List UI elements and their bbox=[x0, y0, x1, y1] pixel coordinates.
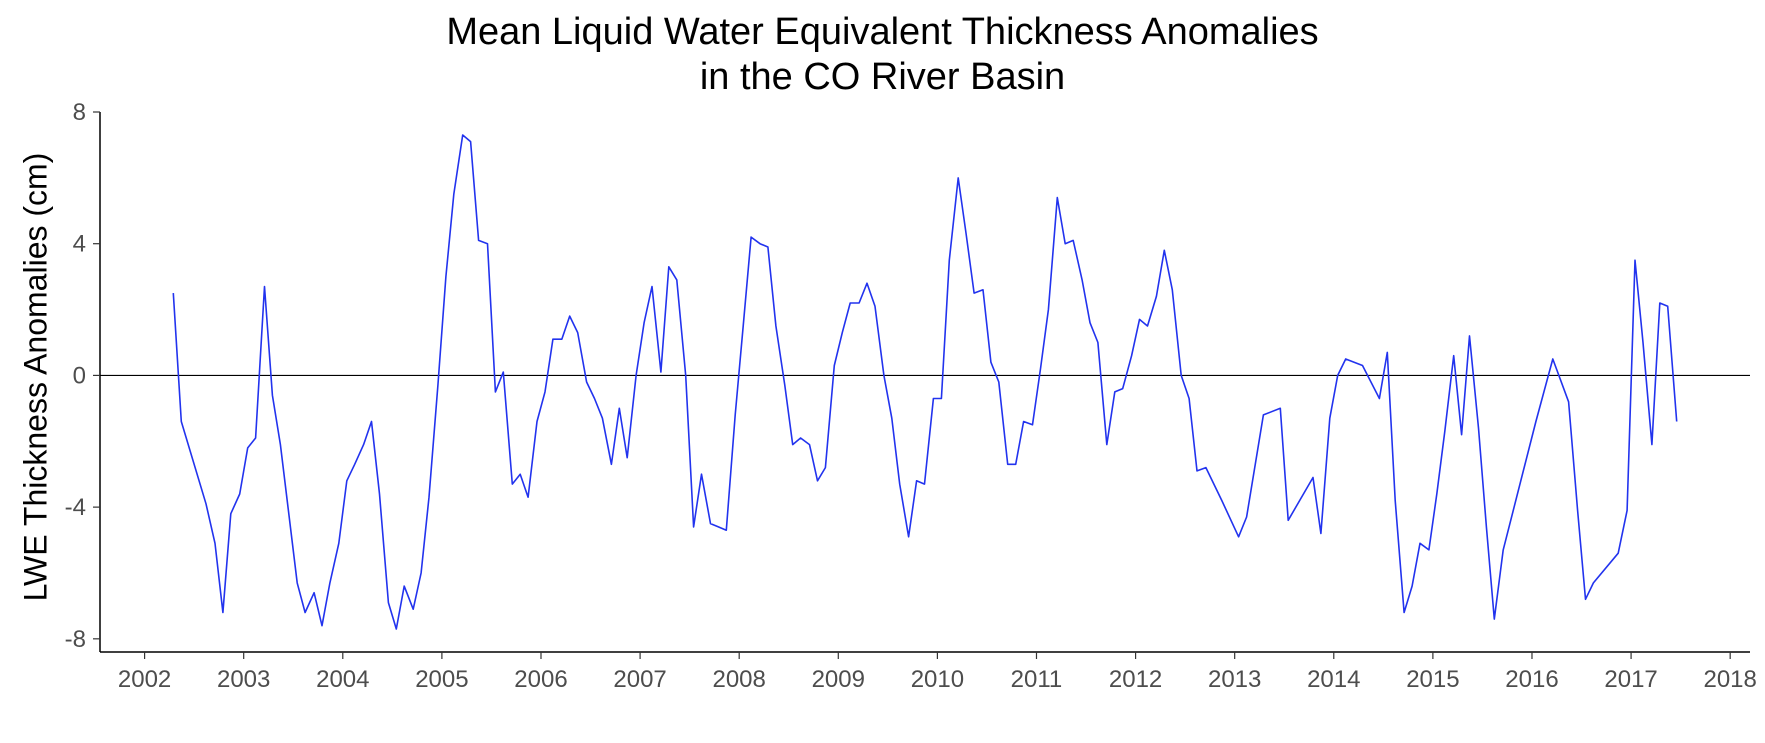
x-tick-label: 2017 bbox=[1604, 666, 1657, 693]
x-tick-label: 2014 bbox=[1307, 666, 1360, 693]
chart-title-line-2: in the CO River Basin bbox=[699, 56, 1066, 98]
y-tick-label: -8 bbox=[65, 626, 86, 653]
chart-title-line-1: Mean Liquid Water Equivalent Thickness A… bbox=[446, 11, 1319, 53]
x-tick-label: 2003 bbox=[217, 666, 270, 693]
y-tick-label: 4 bbox=[73, 231, 86, 258]
x-tick-label: 2010 bbox=[911, 666, 964, 693]
x-tick-label: 2006 bbox=[514, 666, 567, 693]
y-tick-label: 8 bbox=[73, 99, 86, 126]
series-layer bbox=[100, 134, 1750, 630]
x-tick-label: 2009 bbox=[812, 666, 865, 693]
x-tick-label: 2016 bbox=[1505, 666, 1558, 693]
x-tick-label: 2012 bbox=[1109, 666, 1162, 693]
y-tick-label: 0 bbox=[73, 362, 86, 389]
x-tick-label: 2004 bbox=[316, 666, 369, 693]
series-line-0 bbox=[172, 134, 1678, 630]
x-tick-label: 2015 bbox=[1406, 666, 1459, 693]
x-tick-label: 2005 bbox=[415, 666, 468, 693]
x-tick-label: 2011 bbox=[1011, 666, 1063, 693]
axes: -8 -4 0 4 8 2002 2003 2004 2005 2006 2007 2008 2009 2… bbox=[65, 99, 1757, 693]
x-tick-label: 2018 bbox=[1703, 666, 1756, 693]
x-tick-label: 2007 bbox=[613, 666, 666, 693]
x-tick-label: 2013 bbox=[1208, 666, 1261, 693]
x-tick-label: 2008 bbox=[712, 666, 765, 693]
x-tick-label: 2002 bbox=[118, 666, 171, 693]
y-tick-label: -4 bbox=[65, 494, 86, 521]
